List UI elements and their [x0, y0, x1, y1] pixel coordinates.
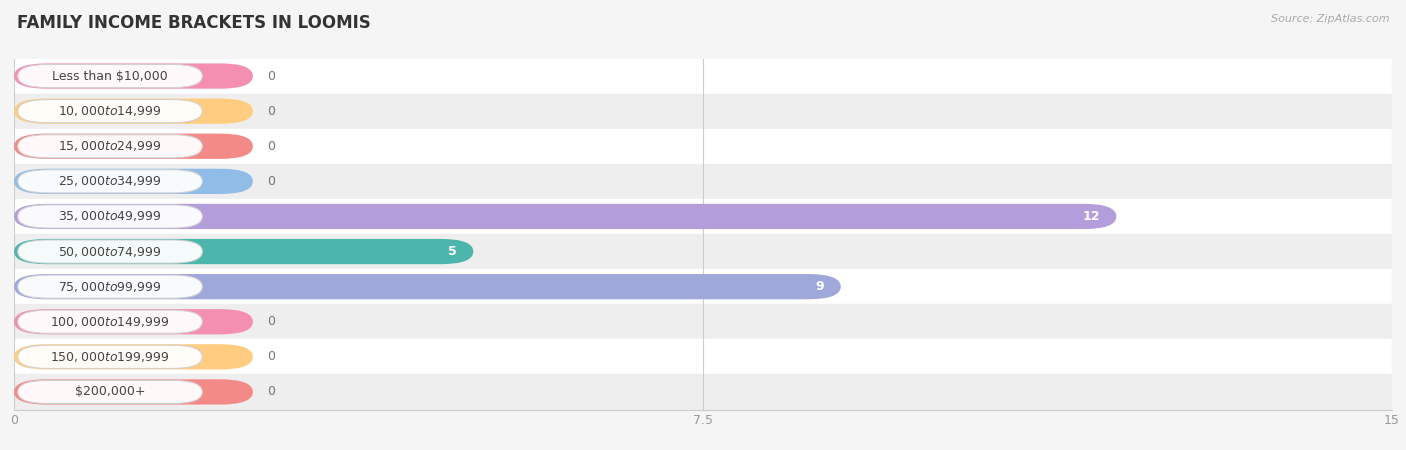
Text: $35,000 to $49,999: $35,000 to $49,999	[58, 209, 162, 224]
Bar	[14, 339, 1392, 374]
Bar	[14, 374, 1392, 410]
FancyBboxPatch shape	[14, 169, 253, 194]
Text: $200,000+: $200,000+	[75, 386, 145, 398]
Text: $25,000 to $34,999: $25,000 to $34,999	[58, 174, 162, 189]
FancyBboxPatch shape	[18, 135, 202, 158]
Text: 0: 0	[267, 105, 274, 117]
Text: 0: 0	[267, 140, 274, 153]
FancyBboxPatch shape	[18, 205, 202, 228]
FancyBboxPatch shape	[18, 99, 202, 123]
FancyBboxPatch shape	[18, 275, 202, 298]
FancyBboxPatch shape	[18, 380, 202, 404]
FancyBboxPatch shape	[14, 63, 253, 89]
FancyBboxPatch shape	[18, 310, 202, 333]
Text: $100,000 to $149,999: $100,000 to $149,999	[51, 315, 170, 329]
Text: $10,000 to $14,999: $10,000 to $14,999	[58, 104, 162, 118]
Bar	[14, 304, 1392, 339]
FancyBboxPatch shape	[14, 99, 253, 124]
Text: 5: 5	[449, 245, 457, 258]
Text: 0: 0	[267, 351, 274, 363]
FancyBboxPatch shape	[18, 170, 202, 193]
Text: 0: 0	[267, 175, 274, 188]
Text: Source: ZipAtlas.com: Source: ZipAtlas.com	[1271, 14, 1389, 23]
Text: $150,000 to $199,999: $150,000 to $199,999	[51, 350, 170, 364]
Text: $15,000 to $24,999: $15,000 to $24,999	[58, 139, 162, 153]
FancyBboxPatch shape	[14, 309, 253, 334]
FancyBboxPatch shape	[14, 379, 253, 405]
Text: $50,000 to $74,999: $50,000 to $74,999	[58, 244, 162, 259]
Bar	[14, 94, 1392, 129]
Bar	[14, 129, 1392, 164]
Bar	[14, 58, 1392, 94]
Bar	[14, 199, 1392, 234]
Text: 12: 12	[1083, 210, 1099, 223]
FancyBboxPatch shape	[14, 274, 841, 299]
Text: 9: 9	[815, 280, 824, 293]
FancyBboxPatch shape	[14, 204, 1116, 229]
Text: Less than $10,000: Less than $10,000	[52, 70, 167, 82]
FancyBboxPatch shape	[18, 345, 202, 369]
Text: 0: 0	[267, 315, 274, 328]
FancyBboxPatch shape	[14, 134, 253, 159]
FancyBboxPatch shape	[18, 64, 202, 88]
Text: 0: 0	[267, 386, 274, 398]
Bar	[14, 234, 1392, 269]
Bar	[14, 269, 1392, 304]
FancyBboxPatch shape	[18, 240, 202, 263]
FancyBboxPatch shape	[14, 239, 474, 264]
FancyBboxPatch shape	[14, 344, 253, 369]
Text: FAMILY INCOME BRACKETS IN LOOMIS: FAMILY INCOME BRACKETS IN LOOMIS	[17, 14, 371, 32]
Text: $75,000 to $99,999: $75,000 to $99,999	[58, 279, 162, 294]
Bar	[14, 164, 1392, 199]
Text: 0: 0	[267, 70, 274, 82]
